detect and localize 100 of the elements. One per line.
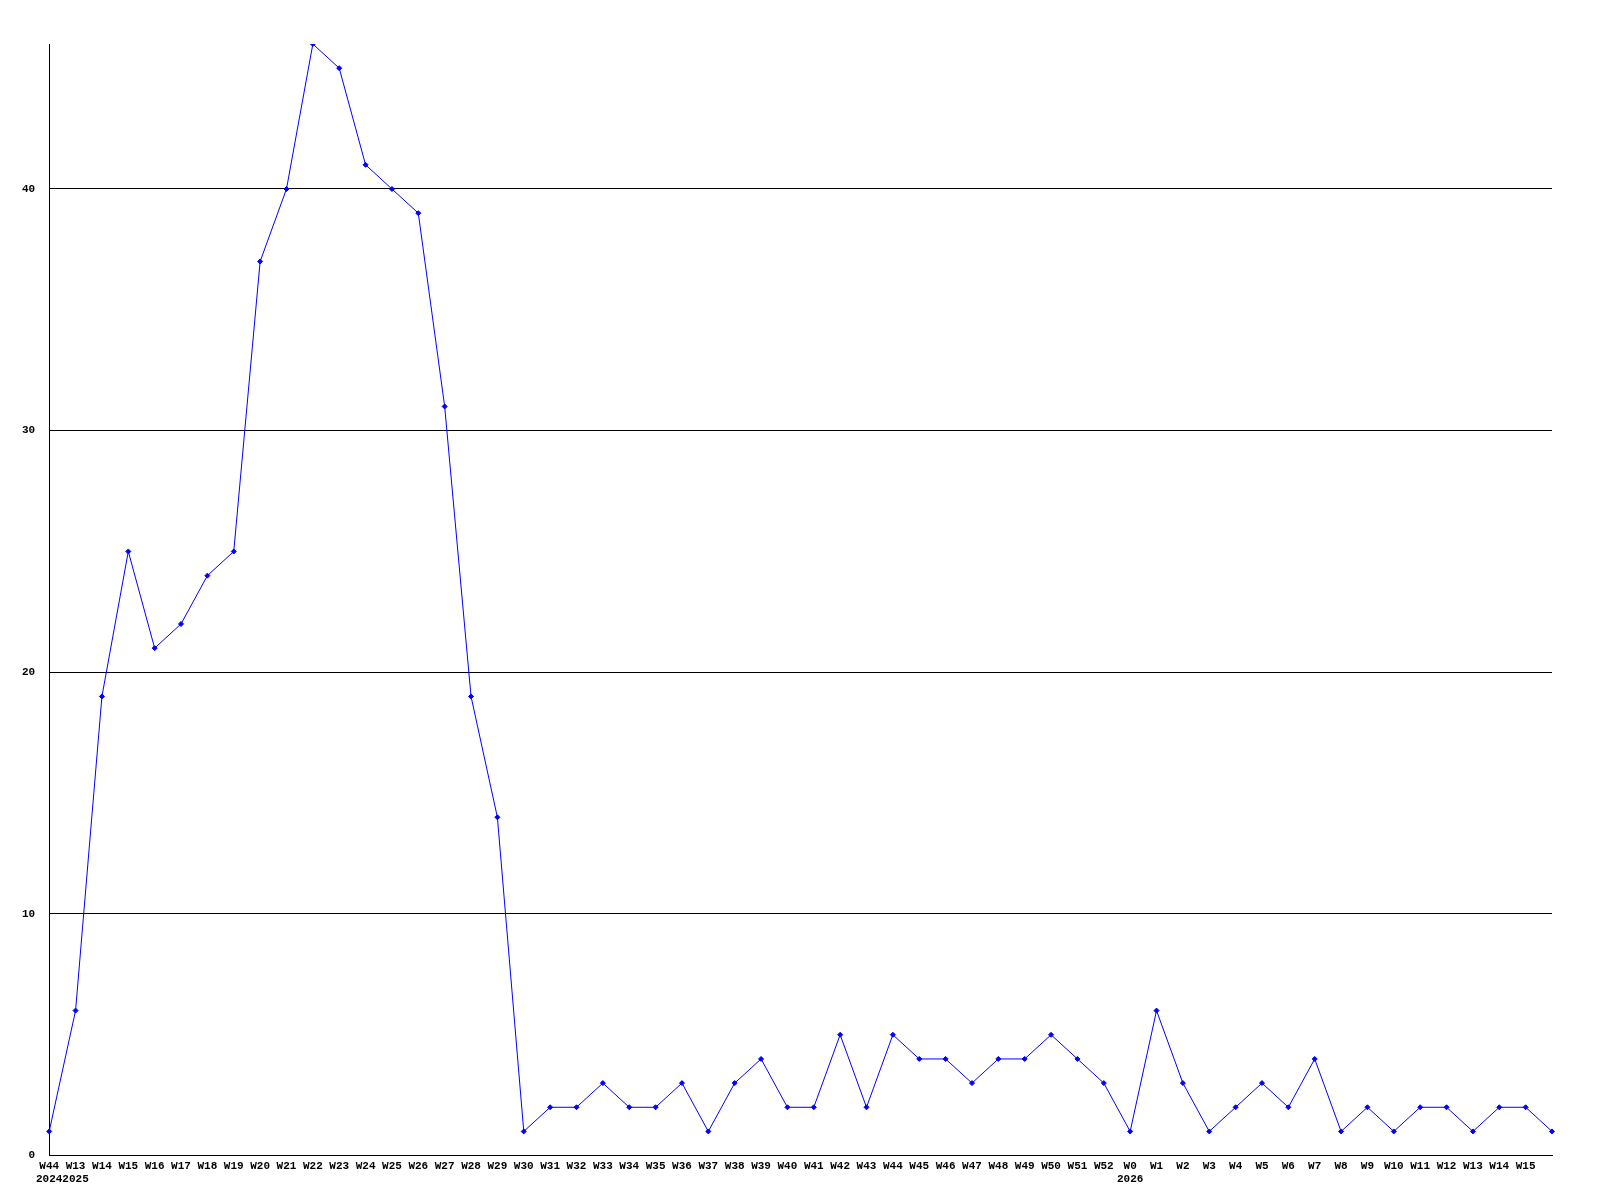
point [1127, 1128, 1134, 1135]
point [863, 1104, 870, 1111]
x-tick-label: W24 [355, 1159, 376, 1172]
x-tick-label: W49 [1014, 1159, 1035, 1172]
point [1338, 1128, 1345, 1135]
x-tick-label: W5 [1255, 1159, 1269, 1172]
point [599, 1080, 606, 1087]
x-tick-label: W12 [1436, 1159, 1457, 1172]
x-tick-label: W6 [1281, 1159, 1295, 1172]
x-tick-label: W32 [566, 1159, 587, 1172]
point [784, 1104, 791, 1111]
point [468, 693, 475, 700]
point [1021, 1055, 1028, 1062]
point [626, 1104, 633, 1111]
x-tick-label: W27 [434, 1159, 455, 1172]
point [837, 1031, 844, 1038]
point [178, 620, 185, 627]
x-tick-label: W23 [329, 1159, 350, 1172]
x-tick-label: W13 2025 [62, 1159, 90, 1186]
x-tick-label: W21 [276, 1159, 297, 1172]
point [968, 1080, 975, 1087]
x-tick-label: W51 [1067, 1159, 1088, 1172]
x-tick-label: W46 [935, 1159, 956, 1172]
point [494, 814, 501, 821]
x-tick-label: W40 [777, 1159, 798, 1172]
point [942, 1055, 949, 1062]
point [362, 161, 369, 168]
x-tick-label: W44 [882, 1159, 904, 1172]
point [916, 1055, 923, 1062]
point [98, 693, 105, 700]
point [230, 548, 237, 555]
x-tick-label: W48 [988, 1159, 1009, 1172]
point [1417, 1104, 1424, 1111]
x-tick-label: W31 [540, 1159, 561, 1172]
x-tick-label: W38 [724, 1159, 745, 1172]
x-tick-label: W37 [698, 1159, 719, 1172]
x-tick-label: W34 [619, 1159, 640, 1172]
point [415, 210, 422, 217]
point [1100, 1080, 1107, 1087]
y-tick-label: 10 [22, 907, 36, 920]
point [151, 645, 158, 652]
x-tick-label: W28 [461, 1159, 482, 1172]
x-tick-label: W4 [1229, 1159, 1243, 1172]
x-tick-label: W15 [1515, 1159, 1536, 1172]
x-tick-label: W39 [751, 1159, 771, 1172]
x-tick-label: W11 [1410, 1159, 1431, 1172]
point [388, 185, 395, 192]
point [46, 1128, 53, 1135]
point [1549, 1128, 1555, 1135]
x-tick-label: W20 [250, 1159, 271, 1172]
point [283, 185, 290, 192]
point [125, 548, 132, 555]
point [336, 65, 343, 72]
point [889, 1031, 896, 1038]
x-tick-label: W17 [171, 1159, 191, 1172]
x-tick-label: W3 [1202, 1159, 1217, 1172]
point [1285, 1104, 1292, 1111]
point [1232, 1104, 1239, 1111]
point [72, 1007, 79, 1014]
x-tick-label: W41 [803, 1159, 825, 1172]
x-tick-label: W0 2026 [1116, 1159, 1144, 1186]
x-tick-label: W30 [513, 1159, 534, 1172]
point [678, 1080, 685, 1087]
x-tick-label: W29 [487, 1159, 508, 1172]
point [204, 572, 211, 579]
x-tick-label: W16 [144, 1159, 165, 1172]
x-tick-label: W15 [118, 1159, 139, 1172]
x-tick-label: W52 [1093, 1159, 1114, 1172]
point [1074, 1055, 1081, 1062]
y-tick-label: 30 [22, 424, 36, 437]
x-tick-label: W13 [1463, 1159, 1484, 1172]
x-tick-label: W1 [1149, 1159, 1164, 1172]
x-tick-label: W36 [672, 1159, 692, 1172]
x-tick-label: W14 [1489, 1159, 1510, 1172]
point [1443, 1104, 1450, 1111]
y-tick-label: 0 [28, 1149, 36, 1162]
point [1364, 1104, 1371, 1111]
point [520, 1128, 527, 1135]
point [1258, 1080, 1265, 1087]
x-tick-label: W22 [302, 1159, 323, 1172]
point [705, 1128, 712, 1135]
point [1522, 1104, 1529, 1111]
point [1153, 1007, 1160, 1014]
point [573, 1104, 580, 1111]
x-tick-label: W14 [92, 1159, 113, 1172]
point [441, 403, 448, 410]
x-tick-label: W8 [1334, 1159, 1349, 1172]
x-tick-label: W7 [1308, 1159, 1322, 1172]
x-tick-label: W35 [645, 1159, 666, 1172]
point [547, 1104, 554, 1111]
point [1048, 1031, 1055, 1038]
y-tick-label: 40 [22, 182, 36, 195]
point [1496, 1104, 1503, 1111]
x-tick-label: W19 [223, 1159, 244, 1172]
x-tick-label: W9 [1360, 1159, 1375, 1172]
x-tick-label: W25 [382, 1159, 403, 1172]
x-tick-label: W18 [197, 1159, 218, 1172]
x-tick-label: W45 [909, 1159, 930, 1172]
x-tick-label: W42 [830, 1159, 851, 1172]
x-tick-label: W26 [408, 1159, 429, 1172]
